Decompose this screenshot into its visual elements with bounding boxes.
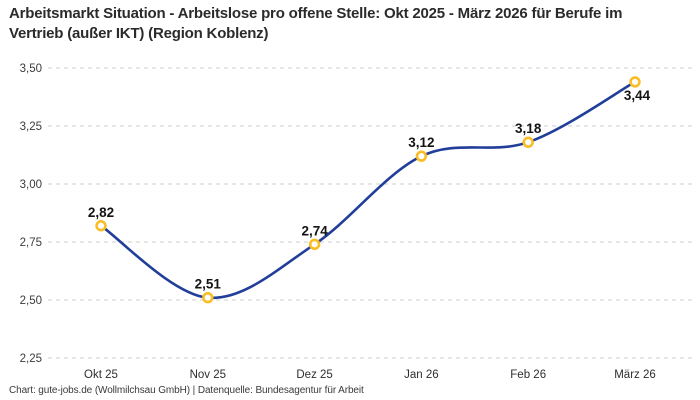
data-series-line xyxy=(99,80,637,300)
data-point-label: 2,82 xyxy=(88,205,114,220)
data-point-marker[interactable] xyxy=(415,150,428,162)
data-point-marker[interactable] xyxy=(202,291,214,304)
x-axis-tick-label: Jan 26 xyxy=(404,369,439,381)
data-point-label: 3,18 xyxy=(515,121,542,136)
x-axis-tick-label: Nov 25 xyxy=(190,369,226,381)
data-point-marker[interactable] xyxy=(95,220,107,232)
x-axis-tick-label: Feb 26 xyxy=(510,369,546,381)
y-axis-tick-label: 3,50 xyxy=(20,63,42,75)
data-point-label: 3,12 xyxy=(408,135,434,150)
data-point-label: 3,44 xyxy=(624,88,651,103)
y-axis-tick-label: 2,50 xyxy=(20,295,42,307)
line-chart: 3,50 3,25 3,00 2,75 2,50 2,25 Okt 25 Nov 25 Dez … xyxy=(20,63,696,381)
x-axis-tick-label: März 26 xyxy=(614,369,656,381)
chart-title: Arbeitsmarkt Situation - Arbeitslose pro… xyxy=(9,5,623,42)
data-point-marker[interactable] xyxy=(522,136,534,148)
x-axis-tick-label: Okt 25 xyxy=(84,369,118,381)
data-point-marker[interactable] xyxy=(308,238,321,251)
chart-credit: Chart: gute-jobs.de (Wollmilchsau GmbH) … xyxy=(9,385,364,396)
data-point-label: 2,51 xyxy=(195,277,222,292)
x-axis-tick-label: Dez 25 xyxy=(296,369,332,381)
data-point-label: 2,74 xyxy=(301,223,328,238)
y-axis-tick-label: 3,00 xyxy=(20,179,42,191)
data-point-marker[interactable] xyxy=(629,76,641,88)
y-axis-tick-label: 2,25 xyxy=(20,353,42,365)
y-axis-tick-label: 3,25 xyxy=(20,121,42,133)
y-axis-tick-label: 2,75 xyxy=(20,237,42,249)
